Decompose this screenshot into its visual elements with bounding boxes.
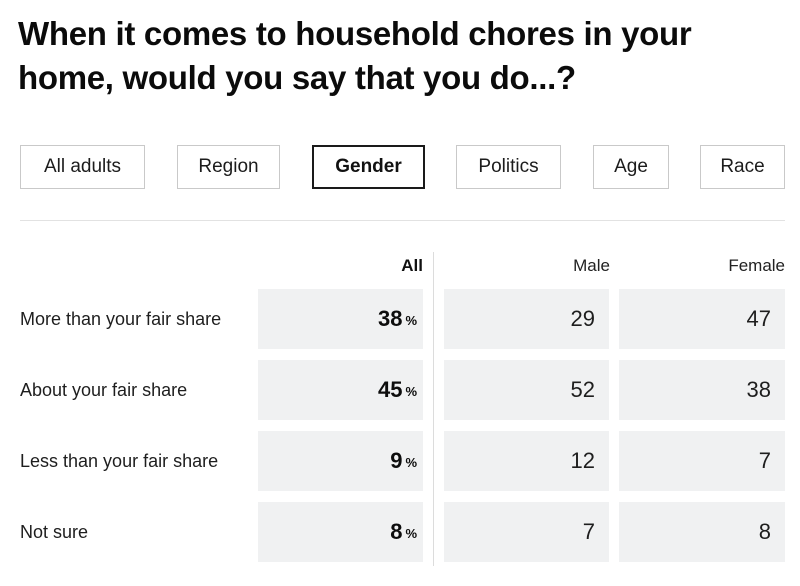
tab-age[interactable]: Age — [593, 145, 669, 189]
cell-male: 7 — [444, 502, 609, 562]
cell-all: 8% — [258, 502, 423, 562]
column-separator — [433, 252, 434, 566]
filter-tabs: All adults Region Gender Politics Age Ra… — [0, 0, 800, 240]
column-header-male: Male — [573, 256, 610, 275]
cell-all: 38% — [258, 289, 423, 349]
row-label-about-fair-share: About your fair share — [20, 379, 188, 400]
percent-sign: % — [405, 454, 417, 470]
cell-male: 52 — [444, 360, 609, 420]
cell-all: 45% — [258, 360, 423, 420]
row-label-not-sure: Not sure — [20, 521, 89, 542]
cell-value: 8 — [390, 519, 403, 544]
tab-gender[interactable]: Gender — [312, 145, 425, 189]
cell-female: 8 — [619, 502, 785, 562]
question-title: When it comes to household chores in you… — [18, 15, 692, 96]
cell-female: 38 — [619, 360, 785, 420]
cell-all: 9% — [258, 431, 423, 491]
cell-male: 29 — [444, 289, 609, 349]
column-header-all: All — [401, 256, 423, 275]
percent-sign: % — [405, 312, 417, 328]
section-divider — [20, 220, 785, 221]
row-label-less-than-fair-share: Less than your fair share — [20, 450, 219, 471]
tab-all-adults[interactable]: All adults — [20, 145, 145, 189]
tab-politics[interactable]: Politics — [456, 145, 561, 189]
cell-female: 7 — [619, 431, 785, 491]
tab-region[interactable]: Region — [177, 145, 280, 189]
cell-male: 12 — [444, 431, 609, 491]
cell-value: 9 — [390, 448, 403, 473]
column-header-female: Female — [728, 256, 785, 275]
cell-female: 47 — [619, 289, 785, 349]
tab-race[interactable]: Race — [700, 145, 785, 189]
cell-value: 45 — [377, 377, 403, 402]
cell-value: 38 — [377, 306, 403, 331]
row-label-more-than-fair-share: More than your fair share — [20, 308, 222, 329]
percent-sign: % — [405, 525, 417, 541]
percent-sign: % — [405, 383, 417, 399]
